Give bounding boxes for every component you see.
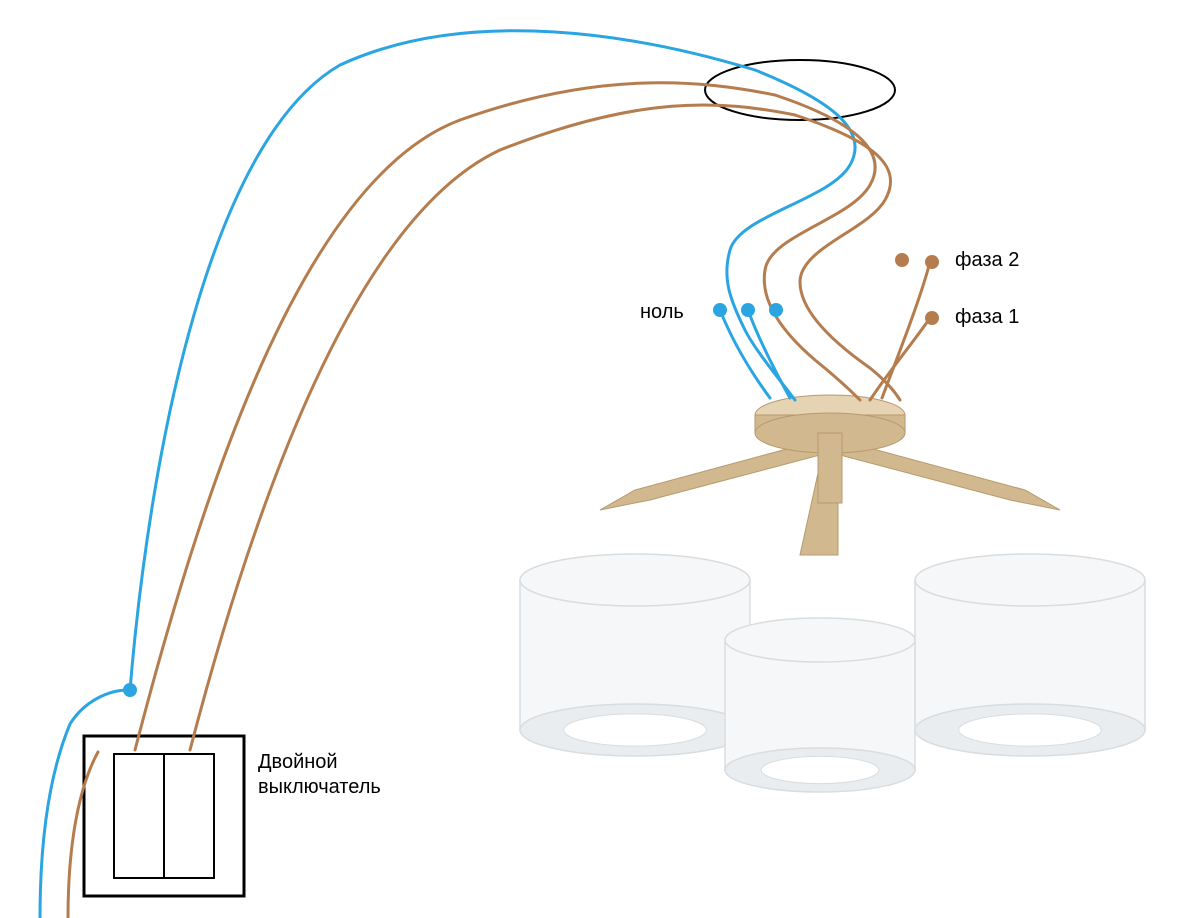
chandelier [520,395,1145,792]
wire-neutral-stub [748,310,790,398]
terminal-dot [123,683,137,697]
phase1-label: фаза 1 [955,305,1019,330]
double-switch [84,736,244,896]
chandelier-stem [818,433,842,503]
lampshade-center [725,618,915,792]
wire-neutral-stub [720,310,770,398]
chandelier-arm [840,440,1060,510]
terminal-dot [769,303,783,317]
phase2-label: фаза 2 [955,248,1019,273]
switch-label: Двойной выключатель [258,750,381,800]
chandelier-arm [600,440,820,510]
lampshade-left [520,554,750,756]
lampshade-right [915,554,1145,756]
terminal-dot [741,303,755,317]
wire-phase1-stub [870,318,930,400]
terminal-dot [925,255,939,269]
terminal-dot [925,311,939,325]
terminal-dot [713,303,727,317]
wiring-diagram [0,0,1200,918]
terminal-dot [895,253,909,267]
neutral-label: ноль [640,300,684,325]
